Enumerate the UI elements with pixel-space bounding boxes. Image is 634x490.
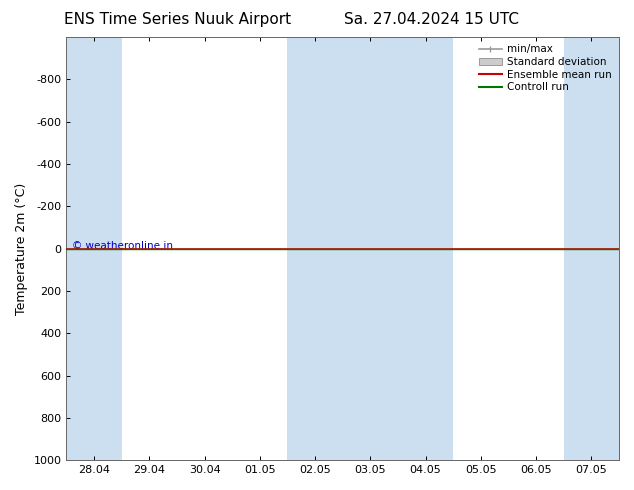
Bar xyxy=(398,37,453,460)
Bar xyxy=(67,37,122,460)
Y-axis label: Temperature 2m (°C): Temperature 2m (°C) xyxy=(15,182,28,315)
Bar xyxy=(564,37,619,460)
Text: Sa. 27.04.2024 15 UTC: Sa. 27.04.2024 15 UTC xyxy=(344,12,519,27)
Text: © weatheronline.in: © weatheronline.in xyxy=(72,242,173,251)
Bar xyxy=(287,37,398,460)
Legend: min/max, Standard deviation, Ensemble mean run, Controll run: min/max, Standard deviation, Ensemble me… xyxy=(475,40,616,97)
Text: ENS Time Series Nuuk Airport: ENS Time Series Nuuk Airport xyxy=(64,12,291,27)
